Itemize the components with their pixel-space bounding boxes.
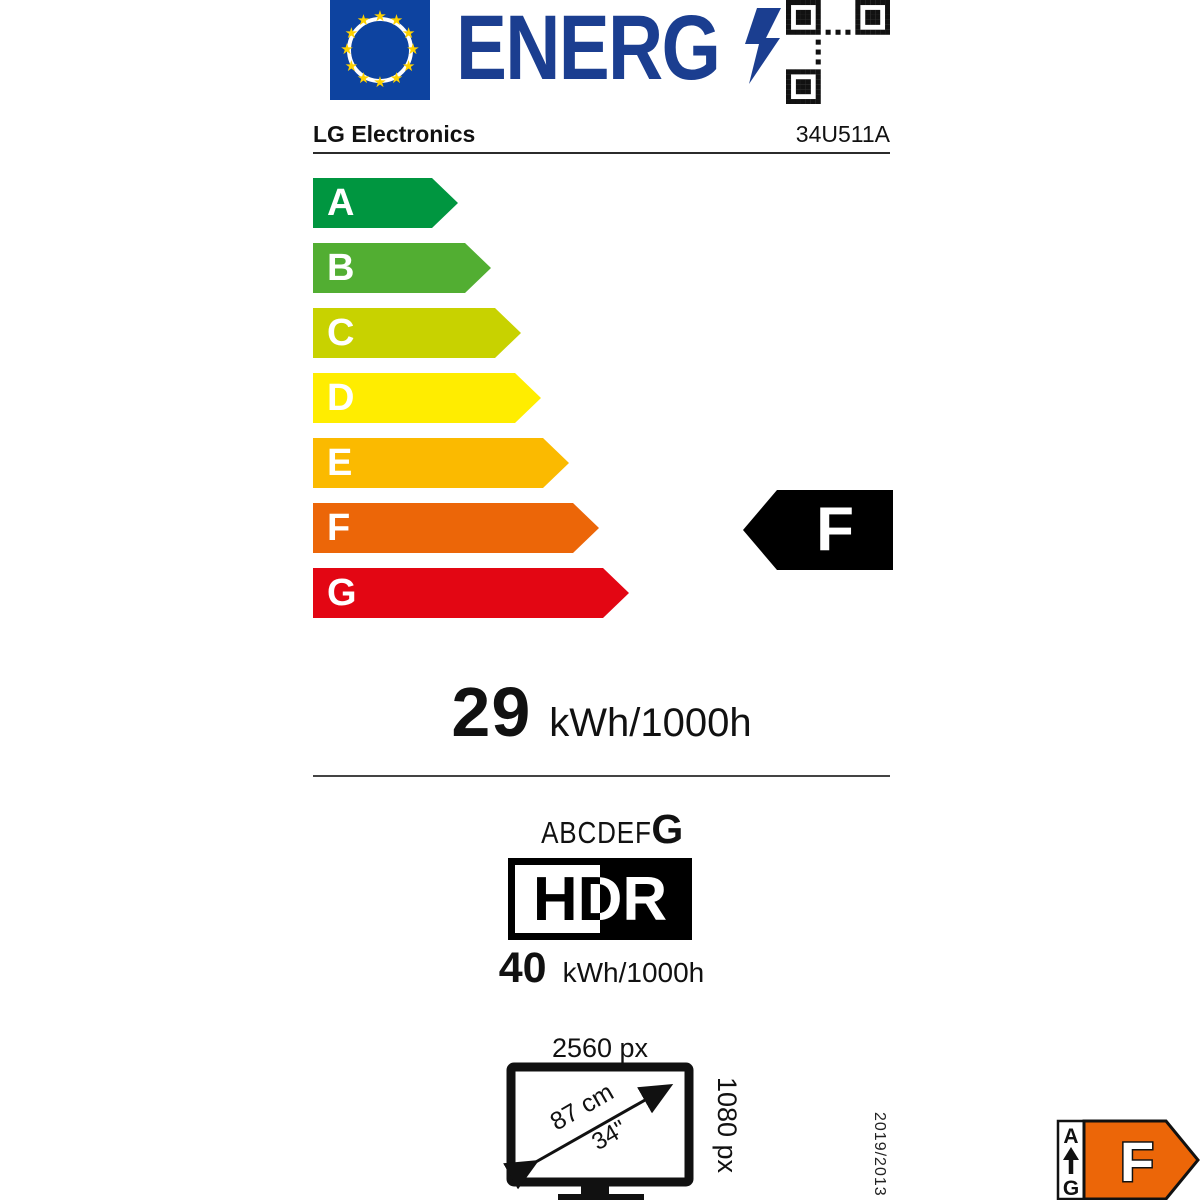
- divider: [313, 775, 890, 777]
- badge-worst-class: G: [1063, 1177, 1079, 1200]
- hdr-scale-letters: ABCDEF: [540, 815, 652, 850]
- hdr-class-scale: ABCDEF G: [313, 806, 890, 853]
- eu-star-icon: ★: [373, 8, 387, 25]
- energ-logo: ENERG: [456, 0, 781, 100]
- efficiency-class-letter: G: [327, 572, 357, 614]
- resolution-vertical: 1080 px: [712, 1077, 742, 1174]
- badge-rated-class: F: [1120, 1130, 1154, 1193]
- efficiency-class-G: G: [313, 568, 629, 618]
- hdr-logo-text: HDR: [532, 864, 668, 934]
- resolution-horizontal: 2560 px: [552, 1033, 649, 1063]
- brand-row: LG Electronics 34U511A: [313, 120, 890, 148]
- eu-flag-ring-icon: [347, 17, 413, 83]
- rated-class-letter: F: [816, 495, 854, 564]
- efficiency-class-letter: C: [327, 312, 355, 354]
- eu-star-icon: ★: [356, 12, 371, 30]
- hdr-logo: HDR HDR: [508, 858, 692, 940]
- badge-best-class: A: [1063, 1125, 1078, 1148]
- efficiency-class-letter: F: [327, 507, 351, 549]
- monitor-stand-neck: [581, 1181, 609, 1195]
- eu-star-icon: ★: [356, 69, 371, 87]
- efficiency-class-letter: E: [327, 442, 353, 484]
- monitor-stand-base: [558, 1194, 644, 1200]
- eu-star-icon: ★: [401, 24, 416, 42]
- hdr-consumption-unit: kWh/1000h: [562, 957, 705, 988]
- eu-star-icon: ★: [373, 74, 387, 91]
- badge-up-arrow-head: [1063, 1147, 1079, 1160]
- efficiency-class-F: F: [313, 503, 599, 553]
- badge-class-arrow: [1082, 1119, 1200, 1200]
- eu-star-icon: ★: [389, 12, 404, 30]
- sdr-consumption: 29 kWh/1000h: [313, 672, 890, 752]
- rated-class-arrow: F: [743, 490, 893, 570]
- eu-star-icon: ★: [344, 57, 359, 75]
- supplier-name: LG Electronics: [313, 121, 476, 147]
- efficiency-class-C: C: [313, 308, 521, 358]
- eu-star-icon: ★: [344, 24, 359, 42]
- divider: [313, 152, 890, 154]
- efficiency-class-E: E: [313, 438, 569, 488]
- sdr-consumption-value: 29: [451, 673, 532, 751]
- qr-code: [786, 0, 890, 104]
- eu-star-icon: ★: [406, 41, 420, 58]
- efficiency-class-letter: A: [327, 182, 355, 224]
- efficiency-class-letter: B: [327, 247, 355, 289]
- efficiency-class-letter: D: [327, 377, 355, 419]
- eu-flag: ★ ★ ★ ★ ★ ★ ★ ★ ★ ★ ★ ★: [330, 0, 430, 100]
- efficiency-class-D: D: [313, 373, 541, 423]
- diagonal-arrow: [503, 1084, 674, 1190]
- sdr-consumption-unit: kWh/1000h: [549, 701, 752, 745]
- hdr-consumption: 40 kWh/1000h: [313, 944, 890, 993]
- eu-star-icon: ★: [340, 41, 354, 58]
- eu-star-icon: ★: [401, 57, 416, 75]
- hdr-logo-text: HDR: [532, 864, 668, 934]
- energ-logo-text: ENERG: [456, 0, 721, 99]
- mini-energy-badge: A G F: [1056, 1119, 1200, 1200]
- efficiency-class-A: A: [313, 178, 458, 228]
- hdr-rated-class-letter: G: [651, 806, 684, 852]
- lightning-bolt-icon: [745, 8, 781, 84]
- regulation-number: 2019/2013: [871, 1112, 888, 1197]
- model-identifier: 34U511A: [795, 121, 890, 147]
- hdr-consumption-value: 40: [498, 944, 547, 992]
- eu-star-icon: ★: [389, 69, 404, 87]
- efficiency-class-B: B: [313, 243, 491, 293]
- screen-diagram: 2560 px 87 cm 34" 1080 px: [503, 1033, 742, 1200]
